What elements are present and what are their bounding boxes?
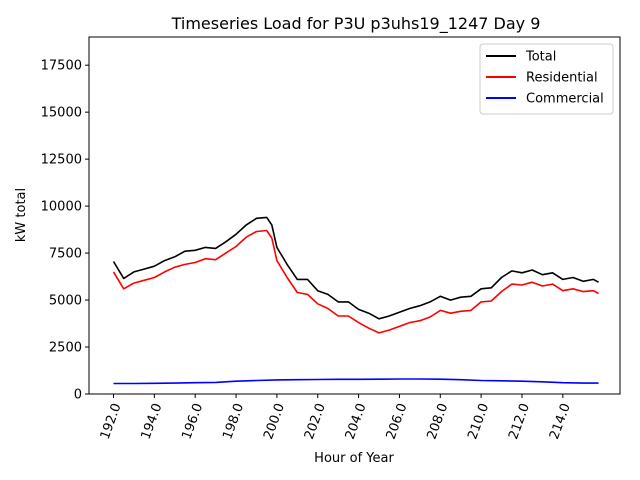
y-tick-label: 0 bbox=[74, 388, 82, 403]
y-tick-label: 10000 bbox=[41, 200, 82, 215]
x-tick-label: 198.0 bbox=[220, 401, 247, 441]
legend-label-residential: Residential bbox=[526, 71, 598, 86]
x-tick-label: 194.0 bbox=[139, 401, 166, 441]
y-axis: 0 2500 5000 7500 10000 12500 15000 17500 bbox=[41, 59, 89, 403]
y-tick-label: 2500 bbox=[49, 341, 82, 356]
x-tick-label: 192.0 bbox=[98, 401, 125, 441]
series-line-total bbox=[112, 216, 599, 320]
x-axis: 192.0 194.0 196.0 198.0 200.0 202.0 204.0 206.0… bbox=[98, 394, 574, 442]
x-axis-label: Hour of Year bbox=[314, 451, 394, 466]
x-tick-label: 208.0 bbox=[424, 401, 451, 441]
y-tick-label: 7500 bbox=[49, 247, 82, 262]
x-tick-label: 200.0 bbox=[261, 401, 288, 441]
x-tick-label: 212.0 bbox=[506, 401, 533, 441]
y-tick-label: 17500 bbox=[41, 59, 82, 74]
legend-label-commercial: Commercial bbox=[526, 92, 604, 107]
y-tick-label: 12500 bbox=[41, 153, 82, 168]
legend: Total Residential Commercial bbox=[479, 43, 614, 115]
y-axis-label: kW total bbox=[14, 188, 29, 242]
legend-label-total: Total bbox=[525, 50, 556, 65]
chart-title: Timeseries Load for P3U p3uhs19_1247 Day… bbox=[171, 14, 541, 34]
x-tick-label: 206.0 bbox=[384, 401, 411, 441]
x-tick-label: 204.0 bbox=[343, 401, 370, 441]
x-tick-label: 202.0 bbox=[302, 401, 329, 441]
x-tick-label: 214.0 bbox=[547, 401, 574, 441]
y-tick-label: 15000 bbox=[41, 106, 82, 121]
x-tick-label: 210.0 bbox=[465, 401, 492, 441]
series-line-residential bbox=[112, 229, 599, 334]
series-line-commercial bbox=[113, 378, 599, 385]
x-tick-label: 196.0 bbox=[179, 401, 206, 441]
legend-frame bbox=[479, 43, 614, 115]
y-tick-label: 5000 bbox=[49, 294, 82, 309]
